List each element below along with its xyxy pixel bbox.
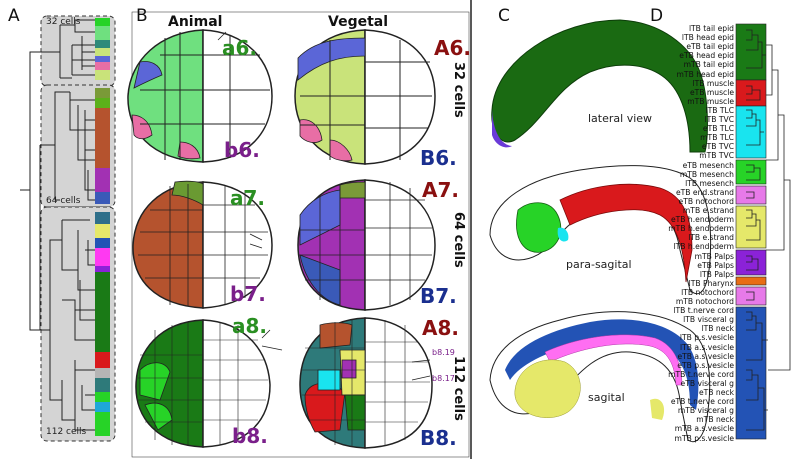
- tissue-label: mTB head epid: [676, 69, 734, 79]
- stage-112-label: 112 cells: [46, 427, 87, 437]
- label-A8: A8.: [422, 316, 459, 340]
- tissue-label: mTB TVC: [699, 151, 734, 161]
- tissue-label: mTB neck: [696, 415, 734, 425]
- tissue-label: mTB a.s.vesicle: [674, 424, 734, 434]
- vegetal-header: Vegetal: [328, 14, 389, 30]
- label-b6: b6.: [224, 138, 260, 162]
- tissue-label: lTB muscle: [692, 78, 735, 88]
- tissue-label: lTB notochord: [681, 287, 734, 297]
- tissue-label: lTB visceral g: [683, 315, 734, 325]
- tissue-label: mTB h.endoderm: [668, 224, 734, 234]
- panel-d-label: D: [650, 6, 664, 26]
- row-32-label: 32 cells: [451, 62, 466, 118]
- tissue-label: lTB head epid: [681, 33, 734, 43]
- embryo-animal-112: [135, 319, 271, 448]
- tissue-label: mTB visceral g: [677, 406, 734, 416]
- panel-b-label: B: [136, 6, 148, 26]
- panel-c-larvae: [489, 19, 712, 443]
- tissue-label: lTB TVC: [704, 115, 734, 124]
- tissue-label: lTB e.strand: [688, 233, 734, 243]
- tissue-label: mTB mesench: [679, 169, 734, 179]
- embryo-vegetal-112: [299, 317, 433, 449]
- label-a7: a7.: [230, 186, 266, 210]
- row-112-label: 112 cells: [451, 356, 466, 421]
- panel-a-tree: [20, 15, 116, 442]
- tissue-label: eTB neck: [699, 388, 734, 397]
- lateral-view-label: lateral view: [588, 112, 653, 125]
- tissue-label: mTB muscle: [687, 96, 734, 106]
- panel-d-label-list: lTB tail epid lTB head epid eTB tail epid e…: [640, 25, 734, 445]
- tissue-label: lTB Pharynx: [688, 278, 734, 288]
- label-A7: A7.: [422, 178, 459, 202]
- tissue-label: eTB tail epid: [686, 42, 734, 52]
- stage-32-label: 32 cells: [46, 17, 81, 27]
- tissue-label: eTB a.s.vesicle: [677, 351, 734, 361]
- panel-a-label: A: [8, 6, 20, 26]
- tissue-label: mTB notochord: [675, 297, 734, 306]
- label-b8: b8.: [232, 424, 268, 448]
- tissue-label: eTB t.nerve cord: [670, 397, 734, 407]
- label-B7: B7.: [420, 284, 457, 308]
- tissue-label: mTB t.nerve cord: [668, 369, 734, 379]
- panel-b-embryos: [127, 11, 470, 458]
- tissue-label: mTB p.s.vesicle: [674, 433, 734, 443]
- tissue-label: mTB Palps: [694, 251, 734, 261]
- embryo-vegetal-64: [297, 179, 436, 311]
- label-B8: B8.: [420, 426, 457, 450]
- label-b7: b7.: [230, 282, 266, 306]
- tissue-label: lTB neck: [701, 324, 734, 334]
- tissue-label: lTB h.endoderm: [673, 242, 734, 252]
- stage-64-label: 64 cells: [46, 196, 81, 206]
- sagital-label: sagital: [588, 391, 625, 404]
- tissue-label: eTB notochord: [678, 196, 734, 206]
- label-B6: B6.: [420, 146, 457, 170]
- label-b8-19: b8.19: [432, 348, 455, 357]
- row-64-label: 64 cells: [451, 212, 466, 268]
- tissue-label: eTB visceral g: [680, 378, 734, 388]
- embryo-animal-32: [127, 29, 273, 163]
- tissue-label: lTB t.nerve cord: [673, 306, 734, 316]
- tissue-label: eTB mesench: [682, 160, 734, 170]
- tissue-label: mTB TLC: [700, 133, 734, 143]
- label-b8-17: b8.17: [432, 374, 455, 383]
- animal-header: Animal: [168, 14, 223, 30]
- tissue-label: mTB e.strand: [682, 206, 734, 215]
- embryo-vegetal-32: [294, 29, 436, 165]
- para-sagital-label: para-sagital: [566, 258, 632, 271]
- label-a6: a6.: [222, 36, 258, 60]
- label-a8: a8.: [232, 314, 268, 338]
- tissue-label: lTB a.s.vesicle: [680, 342, 734, 352]
- tissue-label: eTB muscle: [689, 87, 734, 97]
- tissue-label: lTB p.s.vesicle: [679, 333, 734, 343]
- tissue-label: lTB TLC: [705, 105, 734, 115]
- tissue-label: eTB end.strand: [676, 187, 734, 197]
- tissue-label: lTB Palps: [699, 269, 734, 279]
- tissue-label: lTB mesench: [685, 178, 734, 188]
- tissue-label: eTB TVC: [701, 142, 734, 152]
- tissue-label: eTB head epid: [679, 51, 734, 61]
- label-A6: A6.: [434, 36, 471, 60]
- tissue-label: eTB h.endoderm: [671, 215, 734, 225]
- tissue-label: eTB p.s.vesicle: [677, 360, 734, 370]
- tissue-label: mTB tail epid: [683, 60, 734, 70]
- panel-c-label: C: [498, 6, 510, 26]
- tissue-label: eTB Palps: [697, 260, 734, 270]
- embryo-animal-64: [132, 180, 273, 309]
- panel-d-dendrogram: [735, 23, 791, 440]
- tissue-label: eTB TLC: [702, 124, 734, 134]
- tissue-label: lTB tail epid: [688, 24, 734, 33]
